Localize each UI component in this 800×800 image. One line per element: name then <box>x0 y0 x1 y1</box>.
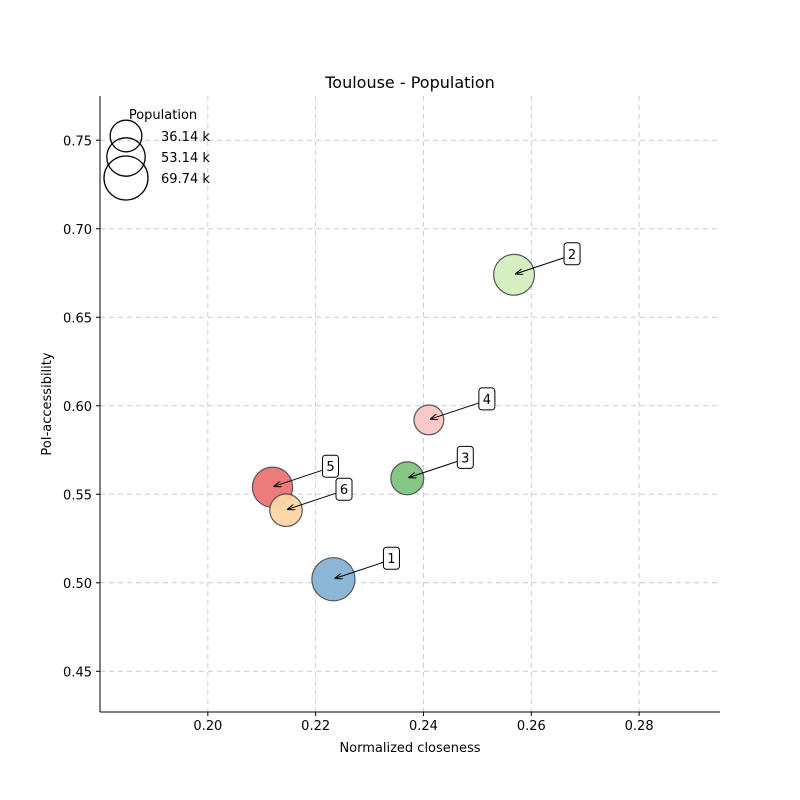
x-tick-label: 0.22 <box>301 719 330 734</box>
data-point-2 <box>493 253 536 296</box>
legend-marker <box>106 137 146 177</box>
x-tick-label: 0.28 <box>625 719 654 734</box>
legend: Population 36.14 k 53.14 k 69.74 k <box>103 108 210 201</box>
x-tick-label: 0.24 <box>409 719 438 734</box>
legend-label: 36.14 k <box>161 130 210 145</box>
annotation-arrow-2 <box>516 257 565 274</box>
y-tick-label: 0.75 <box>63 134 92 149</box>
annotation-arrow-4 <box>431 402 480 419</box>
data-points <box>251 253 536 602</box>
annotation-label-2: 2 <box>568 248 576 263</box>
data-point-6 <box>269 493 303 528</box>
legend-marker <box>109 119 143 153</box>
x-axis-label: Normalized closeness <box>339 741 480 756</box>
annotation-box-3 <box>456 445 474 469</box>
y-tick-label: 0.60 <box>63 400 92 415</box>
data-point-3 <box>390 461 425 496</box>
legend-title: Population <box>129 108 197 123</box>
y-tick-label: 0.70 <box>63 223 92 238</box>
annotation-arrow-5 <box>275 469 323 486</box>
annotation-label-3: 3 <box>461 451 469 466</box>
y-axis-label: PoI-accessibility <box>40 352 55 455</box>
data-point-1 <box>311 557 356 602</box>
x-tick-label: 0.26 <box>517 719 546 734</box>
axes: 0.20 0.22 0.24 0.26 0.28 0.45 0.50 0.55 0.60 0.65… <box>63 96 720 734</box>
annotation-box-6 <box>335 477 353 501</box>
y-tick-label: 0.45 <box>63 665 92 680</box>
legend-marker <box>103 155 149 201</box>
annotation-arrow-6 <box>288 492 337 509</box>
y-tick-label: 0.50 <box>63 577 92 592</box>
annotation-label-5: 5 <box>326 460 334 475</box>
chart-title: Toulouse - Population <box>324 73 495 92</box>
annotation-label-6: 6 <box>340 483 348 498</box>
annotation-arrow-1 <box>335 561 384 578</box>
annotation-arrow-3 <box>409 460 458 477</box>
y-tick-label: 0.65 <box>63 311 92 326</box>
annotation-box-5 <box>322 454 340 478</box>
data-point-4 <box>413 404 445 436</box>
legend-label: 69.74 k <box>161 172 210 187</box>
annotations: 1 2 3 4 56 <box>275 242 581 578</box>
annotation-box-2 <box>563 242 581 266</box>
annotation-box-4 <box>478 387 496 411</box>
y-tick-label: 0.55 <box>63 488 92 503</box>
x-tick-label: 0.20 <box>193 719 222 734</box>
grid <box>100 96 720 712</box>
annotation-label-4: 4 <box>483 393 491 408</box>
annotation-box-1 <box>382 546 400 570</box>
annotation-label-1: 1 <box>387 552 395 567</box>
legend-label: 53.14 k <box>161 151 210 166</box>
